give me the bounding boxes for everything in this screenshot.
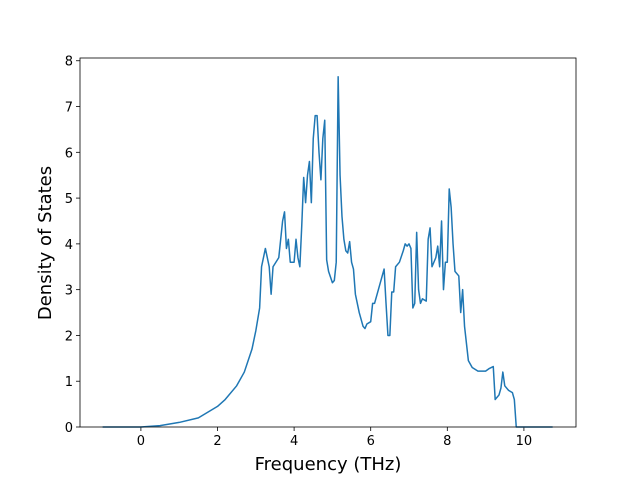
plot-frame <box>79 57 577 428</box>
y-tick-label: 0 <box>65 421 73 436</box>
x-tick-label: 8 <box>443 434 451 449</box>
x-tick-label: 0 <box>137 434 145 449</box>
line <box>102 76 553 428</box>
y-tick-label: 5 <box>65 192 73 207</box>
y-tick-label: 2 <box>65 329 73 344</box>
x-tick-label: 4 <box>290 434 298 449</box>
y-tick-label: 8 <box>65 55 73 70</box>
y-tick-label: 1 <box>65 375 73 390</box>
y-tick-label: 3 <box>65 284 73 299</box>
x-tick-label: 6 <box>367 434 375 449</box>
x-axis-label: Frequency (THz) <box>255 454 402 475</box>
x-tick-label: 2 <box>213 434 221 449</box>
y-tick-label: 4 <box>65 238 73 253</box>
y-tick-label: 6 <box>65 146 73 161</box>
y-axis-label: Density of States <box>35 166 56 320</box>
x-tick-label: 10 <box>516 434 533 449</box>
y-tick-label: 7 <box>65 101 73 116</box>
